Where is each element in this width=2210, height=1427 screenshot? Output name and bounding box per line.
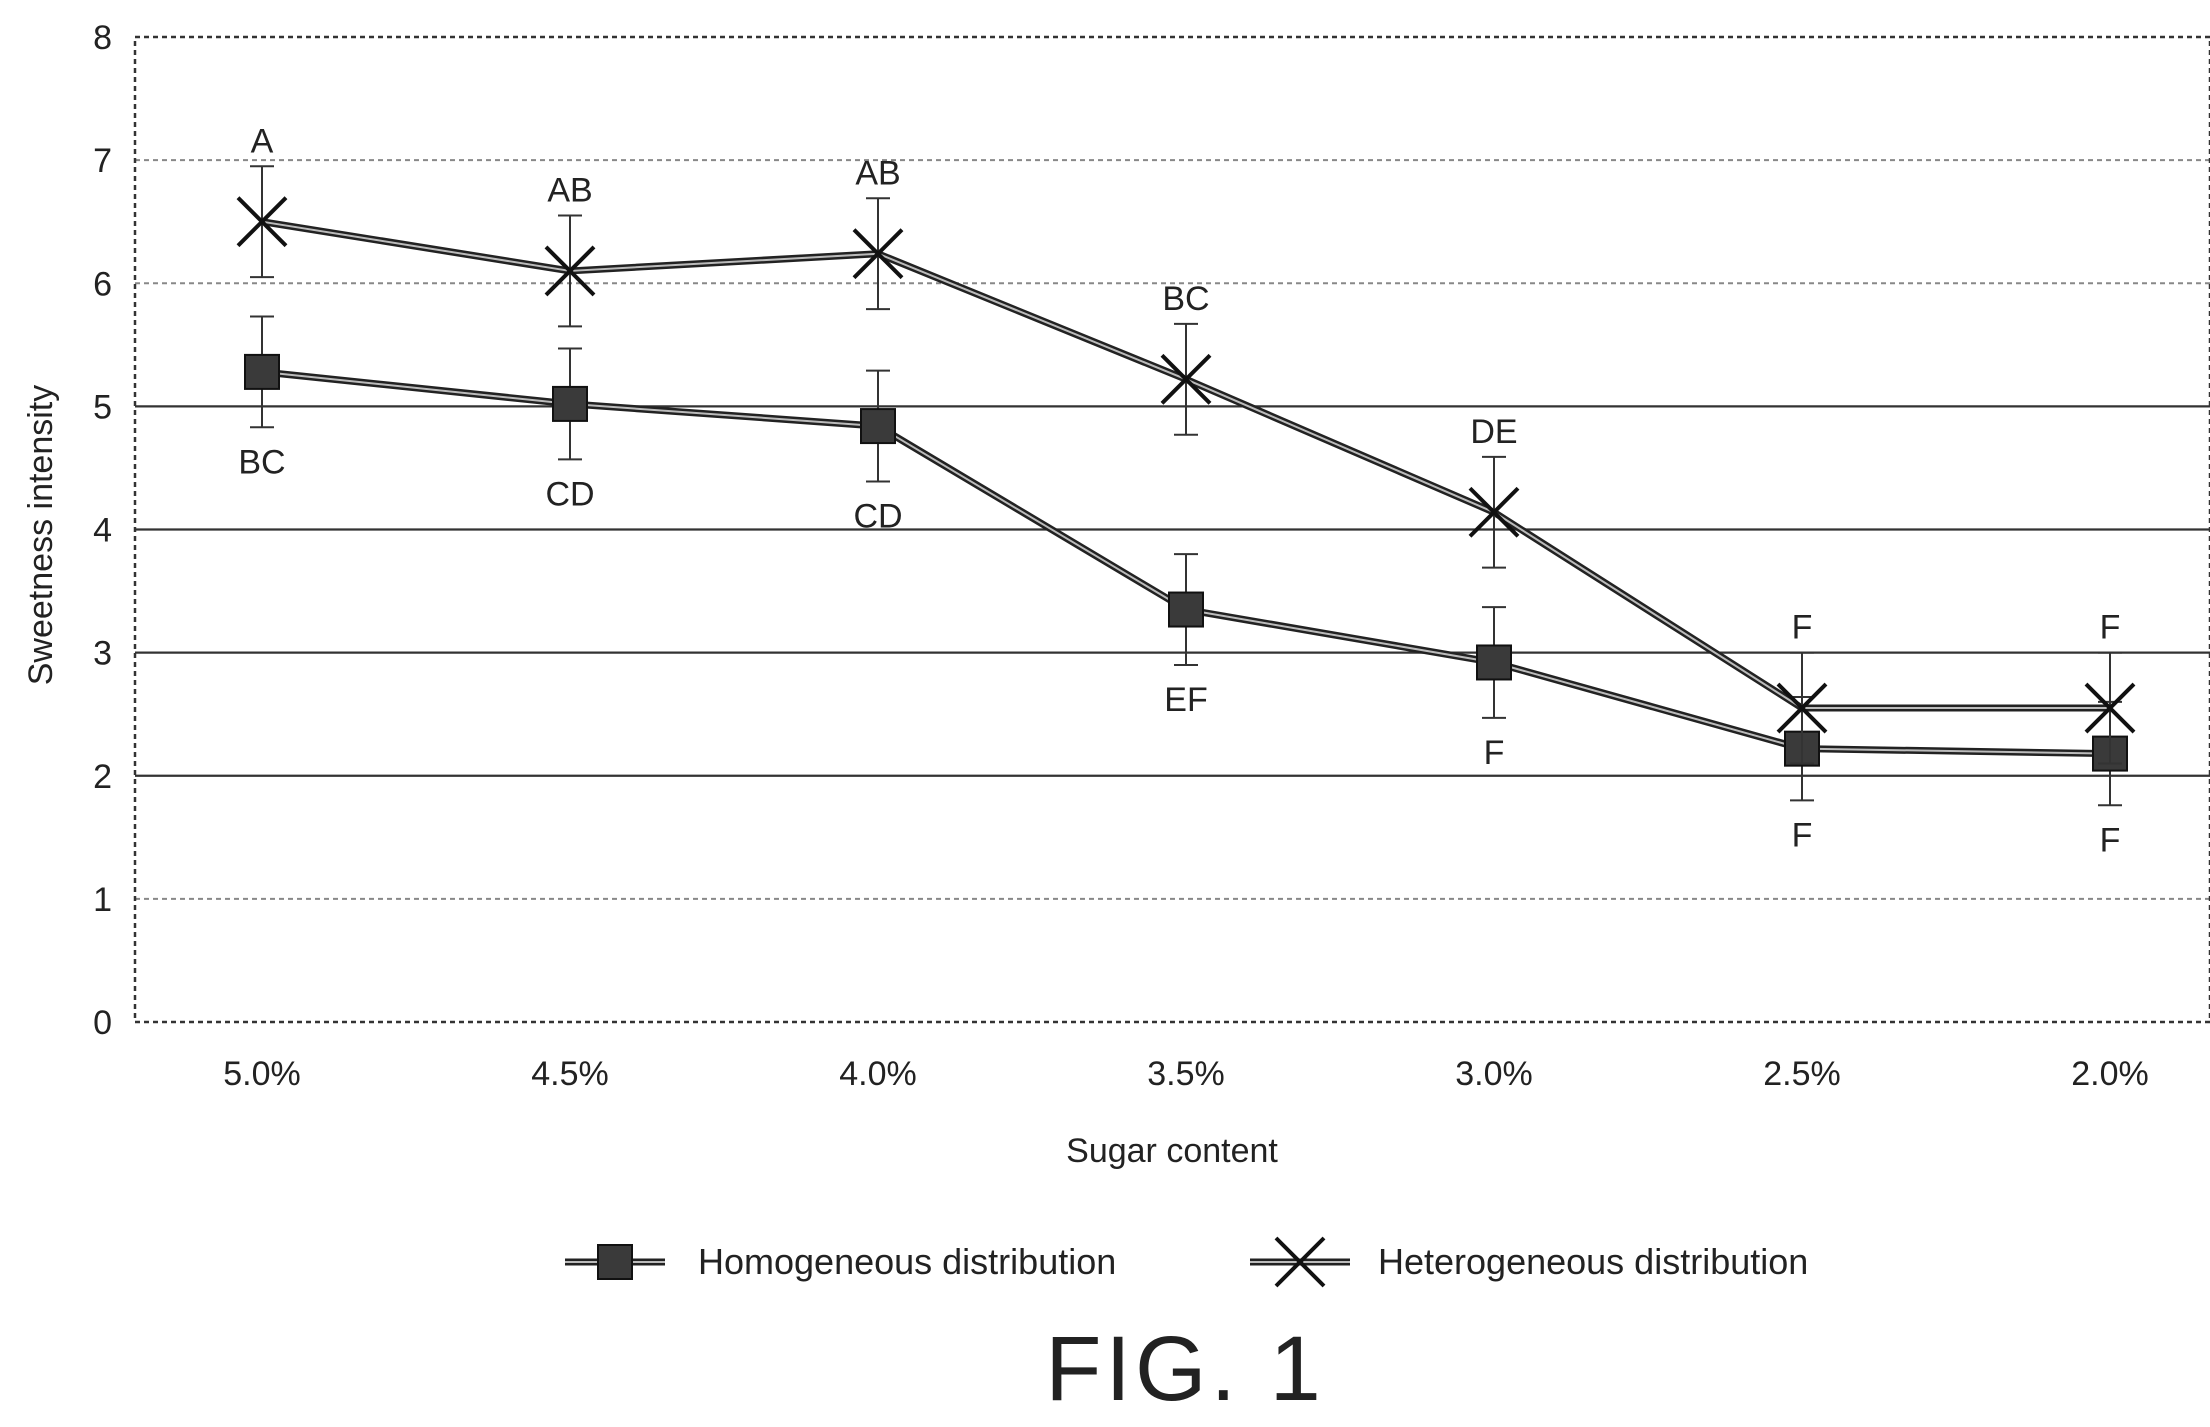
y-tick-label: 3 [93, 635, 112, 673]
y-tick-label: 5 [93, 388, 112, 426]
y-tick-label: 7 [93, 142, 112, 180]
data-point [544, 245, 596, 297]
y-axis-title: Sweetness intensity [22, 385, 60, 686]
legend-marker [1274, 1236, 1326, 1288]
significance-label: F [1792, 816, 1813, 854]
legend: Homogeneous distribution Heterogeneous di… [565, 1236, 1808, 1288]
marker-stroke [1160, 353, 1212, 405]
y-axis-ticks: 0 1 2 3 4 5 6 7 8 [93, 19, 112, 1042]
significance-label: F [2100, 609, 2121, 647]
significance-label: DE [1470, 413, 1517, 451]
significance-label: A [251, 122, 274, 160]
significance-label: CD [545, 475, 594, 513]
series-group: BC CD CD EF F F F A AB AB BC DE F F [236, 122, 2136, 859]
y-tick-label: 1 [93, 881, 112, 919]
data-point [552, 385, 588, 422]
significance-label: BC [1162, 280, 1209, 318]
significance-label: AB [547, 172, 592, 210]
data-point [1168, 591, 1204, 628]
x-axis-title: Sugar content [1066, 1132, 1278, 1170]
marker-stroke [1776, 682, 1828, 734]
significance-label: EF [1164, 681, 1207, 719]
x-tick-label: 4.5% [531, 1055, 609, 1093]
significance-label: F [1484, 734, 1505, 772]
plot-area-border [133, 35, 2210, 1024]
data-point [852, 228, 904, 280]
legend-item-1: Homogeneous distribution [565, 1241, 1116, 1282]
marker-stroke [1468, 486, 1520, 538]
data-point [1160, 353, 1212, 405]
series-1: BC CD CD EF F F F [238, 315, 2128, 859]
data-point [1468, 486, 1520, 538]
data-point [244, 353, 280, 390]
significance-label: BC [238, 443, 285, 481]
x-tick-label: 3.0% [1455, 1055, 1533, 1093]
y-tick-label: 2 [93, 758, 112, 796]
significance-label: F [1792, 609, 1813, 647]
series-2: A AB AB BC DE F F [236, 122, 2136, 765]
significance-label: AB [855, 154, 900, 192]
significance-label: CD [853, 497, 902, 535]
legend-marker [597, 1244, 633, 1280]
x-tick-label: 5.0% [223, 1055, 301, 1093]
x-axis-ticks: 5.0% 4.5% 4.0% 3.5% 3.0% 2.5% 2.0% [223, 1055, 2149, 1093]
y-tick-label: 4 [93, 512, 112, 550]
x-tick-label: 2.0% [2071, 1055, 2149, 1093]
marker-stroke [852, 228, 904, 280]
legend-label: Homogeneous distribution [698, 1241, 1116, 1282]
data-point [2084, 682, 2136, 734]
x-tick-label: 2.5% [1763, 1055, 1841, 1093]
gridlines [135, 159, 2210, 900]
marker-stroke [236, 196, 288, 248]
data-point [860, 408, 896, 445]
x-tick-label: 4.0% [839, 1055, 917, 1093]
significance-label: F [2100, 821, 2121, 859]
data-point [236, 196, 288, 248]
legend-item-2: Heterogeneous distribution [1250, 1236, 1808, 1288]
marker-stroke [2084, 682, 2136, 734]
y-tick-label: 8 [93, 19, 112, 57]
marker-stroke [544, 245, 596, 297]
figure-label: FIG. 1 [1045, 1318, 1325, 1420]
y-tick-label: 6 [93, 265, 112, 303]
legend-label: Heterogeneous distribution [1378, 1241, 1808, 1282]
data-point [1476, 644, 1512, 681]
data-point [1776, 682, 1828, 734]
x-tick-label: 3.5% [1147, 1055, 1225, 1093]
y-tick-label: 0 [93, 1004, 112, 1042]
